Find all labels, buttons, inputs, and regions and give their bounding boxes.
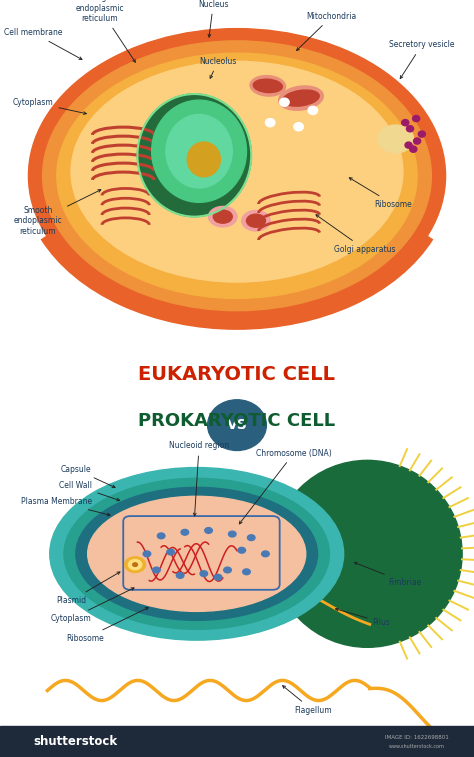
Circle shape: [176, 572, 184, 578]
Circle shape: [265, 119, 275, 126]
Circle shape: [401, 120, 409, 126]
Ellipse shape: [88, 497, 306, 612]
Text: Ribosome: Ribosome: [349, 178, 412, 209]
Circle shape: [200, 571, 208, 577]
Text: shutterstock: shutterstock: [33, 735, 117, 748]
Circle shape: [410, 146, 417, 152]
Text: Secretory vesicle: Secretory vesicle: [389, 40, 455, 79]
Text: Mitochondria: Mitochondria: [297, 12, 357, 51]
Ellipse shape: [283, 90, 319, 106]
Circle shape: [181, 529, 189, 535]
Ellipse shape: [43, 41, 431, 310]
Circle shape: [412, 116, 420, 122]
Circle shape: [247, 534, 255, 540]
Text: Cell membrane: Cell membrane: [4, 28, 82, 60]
Circle shape: [153, 567, 160, 573]
Circle shape: [157, 533, 165, 539]
Ellipse shape: [187, 142, 220, 177]
Text: Pilus: Pilus: [336, 609, 391, 627]
Circle shape: [224, 567, 231, 573]
Text: Nucleus: Nucleus: [198, 0, 228, 37]
Text: Cytoplasm: Cytoplasm: [51, 588, 134, 623]
Circle shape: [280, 98, 289, 106]
Text: EUKARYOTIC CELL: EUKARYOTIC CELL: [138, 365, 336, 384]
Ellipse shape: [209, 207, 237, 227]
Text: Fimbriae: Fimbriae: [354, 562, 422, 587]
Text: Nucleoid region: Nucleoid region: [169, 441, 229, 516]
Ellipse shape: [152, 100, 246, 202]
Text: IMAGE ID: 1622698801: IMAGE ID: 1622698801: [385, 735, 449, 740]
Text: Smooth
endoplasmic
reticulum: Smooth endoplasmic reticulum: [14, 190, 101, 235]
Circle shape: [208, 400, 266, 450]
Circle shape: [133, 563, 137, 566]
Circle shape: [294, 123, 303, 131]
Text: Chromosome (DNA): Chromosome (DNA): [239, 449, 332, 524]
Ellipse shape: [250, 76, 285, 96]
Text: Nucleolus: Nucleolus: [200, 57, 237, 78]
Ellipse shape: [50, 468, 344, 640]
Text: ·: ·: [108, 734, 113, 749]
Text: Plasma Membrane: Plasma Membrane: [21, 497, 110, 516]
Text: Ribosome: Ribosome: [66, 608, 148, 643]
Ellipse shape: [279, 86, 323, 111]
Text: Flagellum: Flagellum: [283, 686, 332, 715]
Ellipse shape: [253, 79, 283, 92]
Circle shape: [167, 549, 174, 555]
Circle shape: [125, 556, 146, 572]
Text: Plasmid: Plasmid: [56, 572, 120, 605]
Ellipse shape: [242, 210, 270, 231]
Ellipse shape: [71, 61, 403, 282]
Circle shape: [406, 126, 413, 132]
Circle shape: [205, 528, 212, 534]
Ellipse shape: [213, 210, 232, 223]
Ellipse shape: [76, 488, 318, 621]
Text: Rough
endoplasmic
reticulum: Rough endoplasmic reticulum: [75, 0, 136, 62]
Circle shape: [405, 142, 412, 148]
Ellipse shape: [64, 478, 329, 629]
Text: Cell Wall: Cell Wall: [59, 481, 119, 501]
Bar: [9, 319, 465, 409]
Text: Capsule: Capsule: [61, 465, 115, 488]
Circle shape: [143, 551, 151, 556]
Ellipse shape: [273, 460, 462, 647]
Ellipse shape: [57, 53, 417, 298]
Circle shape: [243, 569, 250, 575]
Circle shape: [214, 575, 222, 580]
Circle shape: [262, 551, 269, 556]
Ellipse shape: [137, 94, 251, 217]
Ellipse shape: [166, 114, 232, 188]
Text: Golgi apparatus: Golgi apparatus: [316, 215, 396, 254]
Circle shape: [418, 131, 426, 137]
Circle shape: [413, 138, 421, 144]
Text: www.shutterstock.com: www.shutterstock.com: [389, 743, 445, 749]
Text: VS: VS: [227, 418, 247, 432]
Circle shape: [238, 547, 246, 553]
Circle shape: [228, 531, 236, 537]
Bar: [0, 727, 474, 757]
Ellipse shape: [378, 125, 413, 153]
Text: PROKARYOTIC CELL: PROKARYOTIC CELL: [138, 412, 336, 430]
Circle shape: [128, 559, 142, 570]
Ellipse shape: [246, 214, 265, 227]
Ellipse shape: [28, 29, 446, 323]
Text: Cytoplasm: Cytoplasm: [13, 98, 86, 114]
Circle shape: [308, 106, 318, 114]
